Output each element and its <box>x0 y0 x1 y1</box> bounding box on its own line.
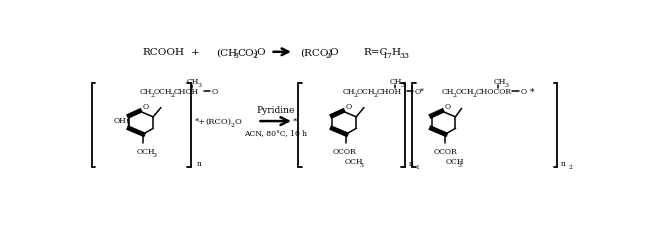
Text: 2: 2 <box>326 52 331 59</box>
Text: OCOR: OCOR <box>433 148 457 155</box>
Text: +: + <box>191 48 200 57</box>
Text: 3: 3 <box>457 162 461 167</box>
Text: (RCO): (RCO) <box>205 118 231 126</box>
Text: ACN, 80°C, 10 h: ACN, 80°C, 10 h <box>244 128 307 136</box>
Text: (CH: (CH <box>216 48 238 57</box>
Text: 3: 3 <box>198 82 202 87</box>
Text: CH: CH <box>390 78 402 86</box>
Text: 33: 33 <box>399 52 410 59</box>
Text: CH: CH <box>187 78 200 86</box>
Text: 2: 2 <box>373 92 378 97</box>
Text: CH: CH <box>442 88 454 96</box>
Text: OH: OH <box>114 116 127 124</box>
Text: O: O <box>235 118 242 126</box>
Text: 2: 2 <box>453 92 457 97</box>
Text: CH: CH <box>494 78 506 86</box>
Text: OCH: OCH <box>344 157 363 165</box>
Text: 1: 1 <box>415 164 419 169</box>
Text: 2: 2 <box>568 164 572 169</box>
Text: CH: CH <box>342 88 355 96</box>
Text: OCH: OCH <box>456 88 474 96</box>
Text: 2: 2 <box>353 92 357 97</box>
Text: O: O <box>329 48 338 57</box>
Text: OCOR: OCOR <box>333 148 357 155</box>
Text: 3: 3 <box>233 52 238 59</box>
Text: H: H <box>391 48 401 57</box>
Text: 2: 2 <box>253 52 258 59</box>
Text: 2: 2 <box>171 92 174 97</box>
Text: n: n <box>408 160 413 168</box>
Text: O: O <box>520 88 526 96</box>
Text: OCH: OCH <box>445 157 464 165</box>
Text: O: O <box>346 103 352 111</box>
Text: Pyridine: Pyridine <box>256 106 295 114</box>
Text: 2: 2 <box>231 123 235 128</box>
Text: *: * <box>530 87 535 96</box>
Text: 2: 2 <box>151 92 154 97</box>
Text: (RCO): (RCO) <box>300 48 333 57</box>
Text: n: n <box>561 160 566 168</box>
Text: O: O <box>256 48 266 57</box>
Text: OCH: OCH <box>154 88 172 96</box>
Text: 3: 3 <box>505 82 508 87</box>
Text: CHOH: CHOH <box>377 88 402 96</box>
Text: 17: 17 <box>382 52 392 59</box>
Text: 3: 3 <box>401 82 405 87</box>
Text: CHOH: CHOH <box>174 88 199 96</box>
Text: O: O <box>212 88 218 96</box>
Text: 3: 3 <box>152 152 156 157</box>
Text: *: * <box>293 118 297 126</box>
Text: O: O <box>143 103 149 111</box>
Text: CH: CH <box>140 88 152 96</box>
Text: 2: 2 <box>473 92 477 97</box>
Text: n: n <box>197 160 202 168</box>
Text: O*: O* <box>415 88 424 96</box>
Text: RCOOH: RCOOH <box>143 48 185 57</box>
Text: OCH: OCH <box>137 148 155 155</box>
Text: 3: 3 <box>359 162 363 167</box>
Text: CHOCOR: CHOCOR <box>476 88 512 96</box>
Text: CO): CO) <box>237 48 258 57</box>
Text: R=C: R=C <box>364 48 388 57</box>
Text: *+: *+ <box>194 118 206 126</box>
Text: OCH: OCH <box>357 88 375 96</box>
Text: O: O <box>445 103 451 111</box>
